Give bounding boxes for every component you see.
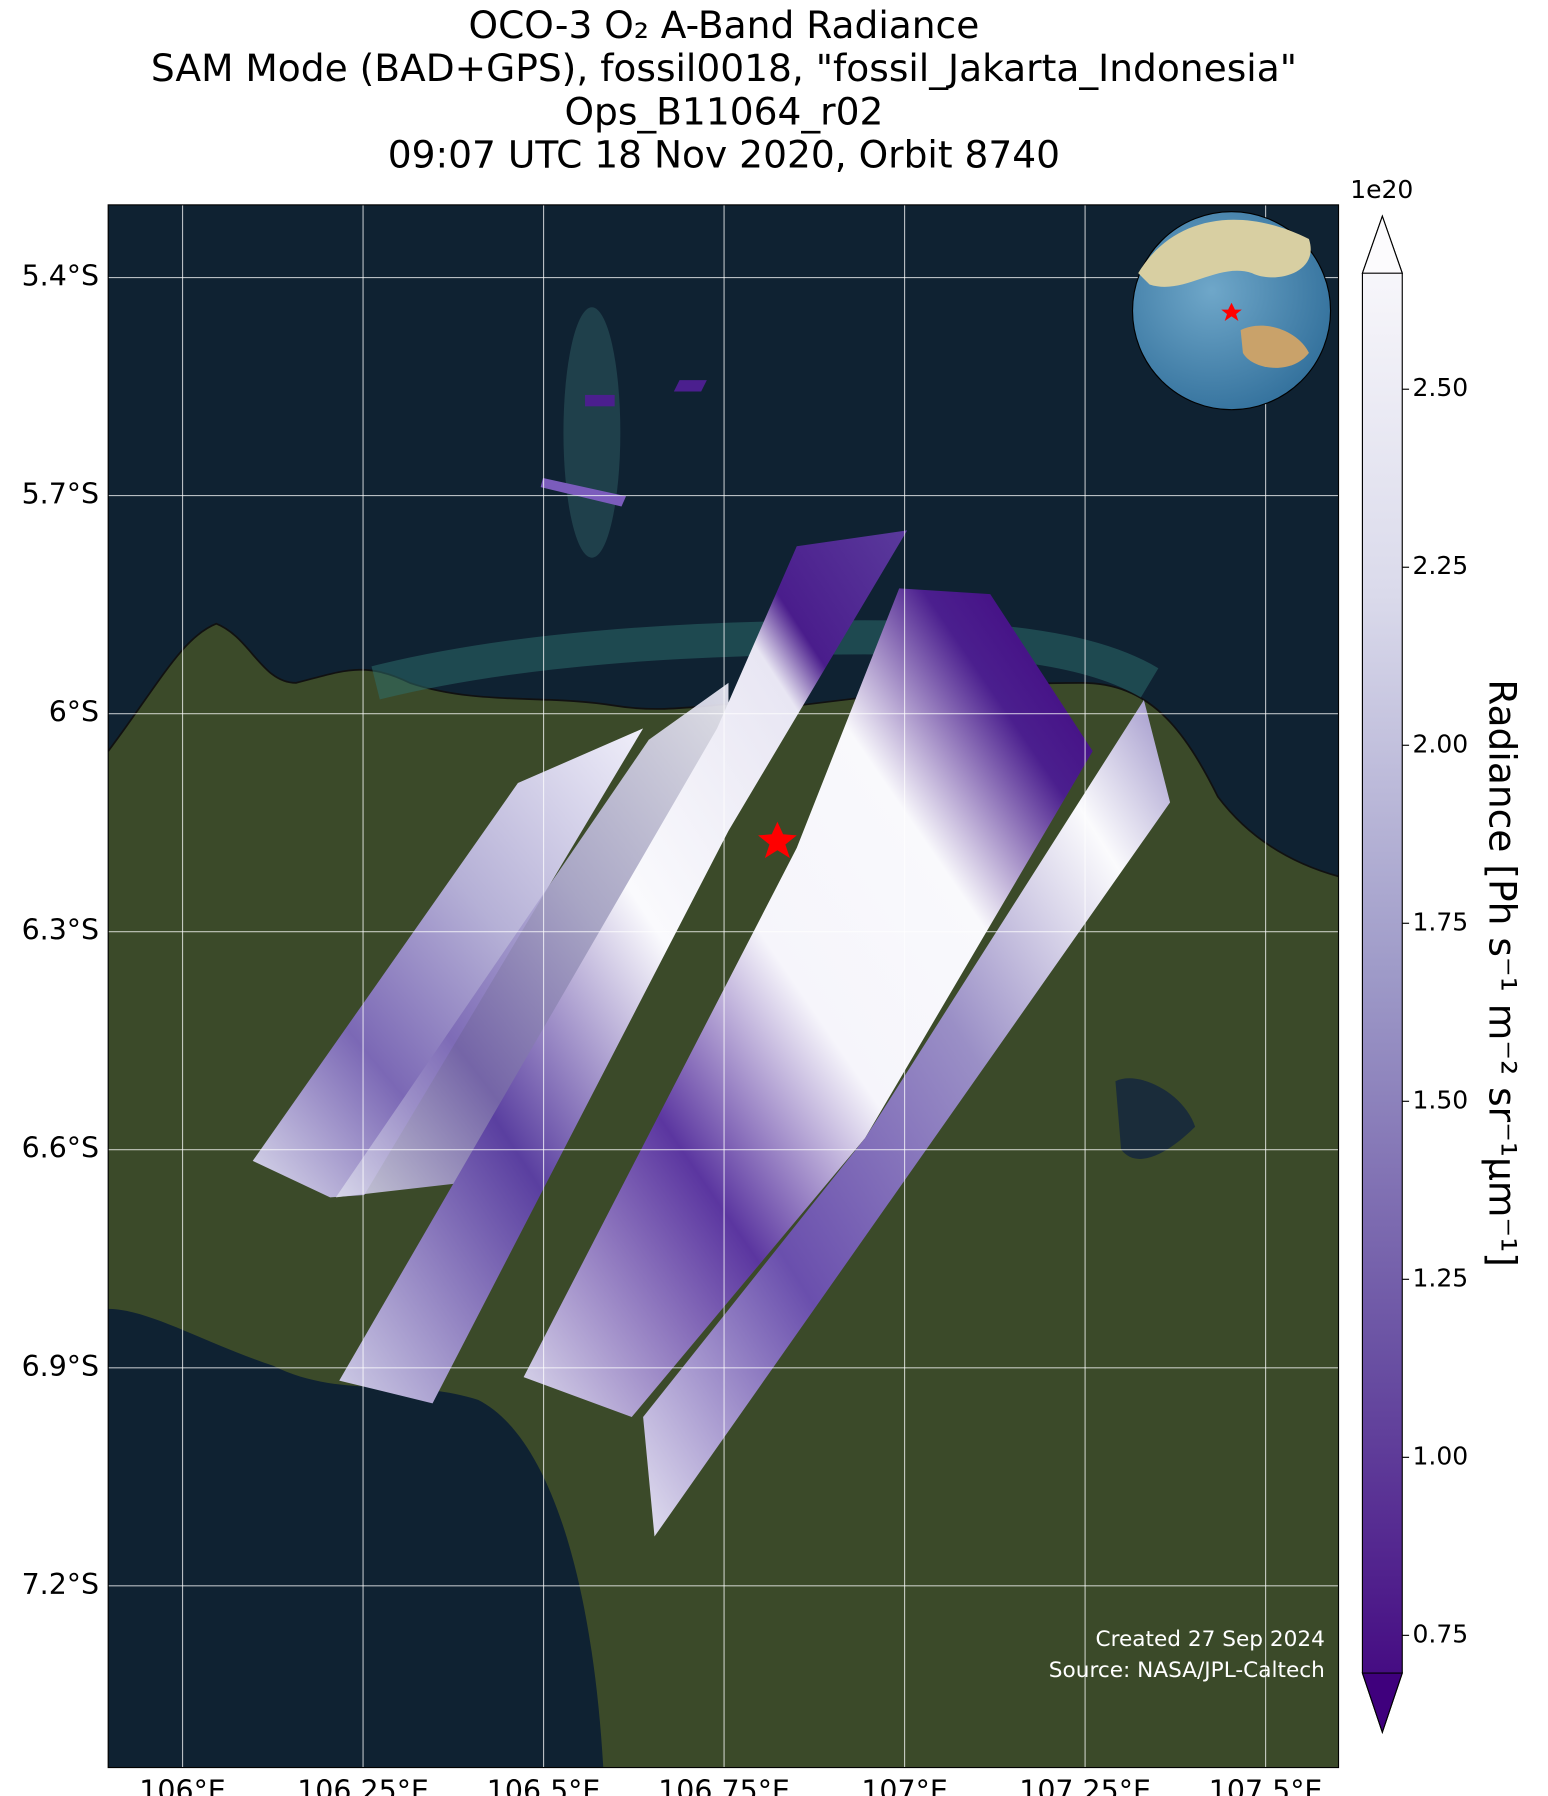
x-tick-label: 106.5°E <box>487 1775 601 1796</box>
colorbar-tick-label: 1.25 <box>1413 1263 1469 1292</box>
swath <box>585 394 615 407</box>
x-tick-label: 107.25°E <box>1019 1775 1151 1796</box>
map-background <box>108 204 1339 1768</box>
colorbar-tick-label: 1.00 <box>1413 1441 1469 1470</box>
swath <box>339 530 908 1404</box>
annotation: Source: NASA/JPL-Caltech <box>1049 1658 1325 1683</box>
y-tick-label: 7.2°S <box>22 1568 100 1601</box>
map-frame <box>107 204 1340 1769</box>
target-star <box>758 821 797 859</box>
chart-title: Ops_B11064_r02 <box>564 89 883 133</box>
swath <box>252 728 644 1198</box>
chart-title: 09:07 UTC 18 Nov 2020, Orbit 8740 <box>388 133 1060 177</box>
colorbar-extend-top <box>1361 214 1404 274</box>
y-tick-label: 6°S <box>49 696 99 729</box>
x-tick-label: 106.75°E <box>658 1775 790 1796</box>
inset-globe <box>1131 211 1332 411</box>
swath <box>673 380 707 392</box>
colorbar-tick-label: 2.50 <box>1413 373 1469 402</box>
colorbar-tick-label: 2.00 <box>1413 729 1469 758</box>
swath <box>523 588 1093 1417</box>
y-tick-label: 6.6°S <box>22 1132 100 1165</box>
colorbar-tick-label: 2.25 <box>1413 551 1469 580</box>
y-tick-label: 5.4°S <box>22 260 100 293</box>
colorbar-extend-bottom <box>1361 1672 1404 1735</box>
colorbar-label: Radiance [Ph s⁻¹ m⁻² sr⁻¹μm⁻¹] <box>1481 679 1525 1267</box>
x-tick-label: 106°E <box>139 1775 225 1796</box>
y-tick-label: 5.7°S <box>22 478 100 511</box>
y-tick-label: 6.3°S <box>22 914 100 947</box>
annotation: Created 27 Sep 2024 <box>1096 1627 1325 1652</box>
swath <box>540 478 627 507</box>
x-tick-label: 107°E <box>861 1775 947 1796</box>
swath <box>643 699 1171 1537</box>
swaths <box>252 380 1171 1537</box>
x-tick-label: 106.25°E <box>297 1775 429 1796</box>
colorbar-tick-label: 1.50 <box>1413 1085 1469 1114</box>
y-tick-label: 6.9°S <box>22 1350 100 1383</box>
swath <box>335 682 729 1198</box>
colorbar-tick-label: 0.75 <box>1413 1619 1469 1648</box>
chart-title: OCO-3 O₂ A-Band Radiance <box>469 3 980 47</box>
colorbar-offset: 1e20 <box>1350 175 1413 204</box>
colorbar <box>1361 214 1403 1735</box>
colorbar-tick-label: 1.75 <box>1413 907 1469 936</box>
x-tick-label: 107.5°E <box>1209 1775 1323 1796</box>
chart-title: SAM Mode (BAD+GPS), fossil0018, "fossil_… <box>151 46 1297 90</box>
